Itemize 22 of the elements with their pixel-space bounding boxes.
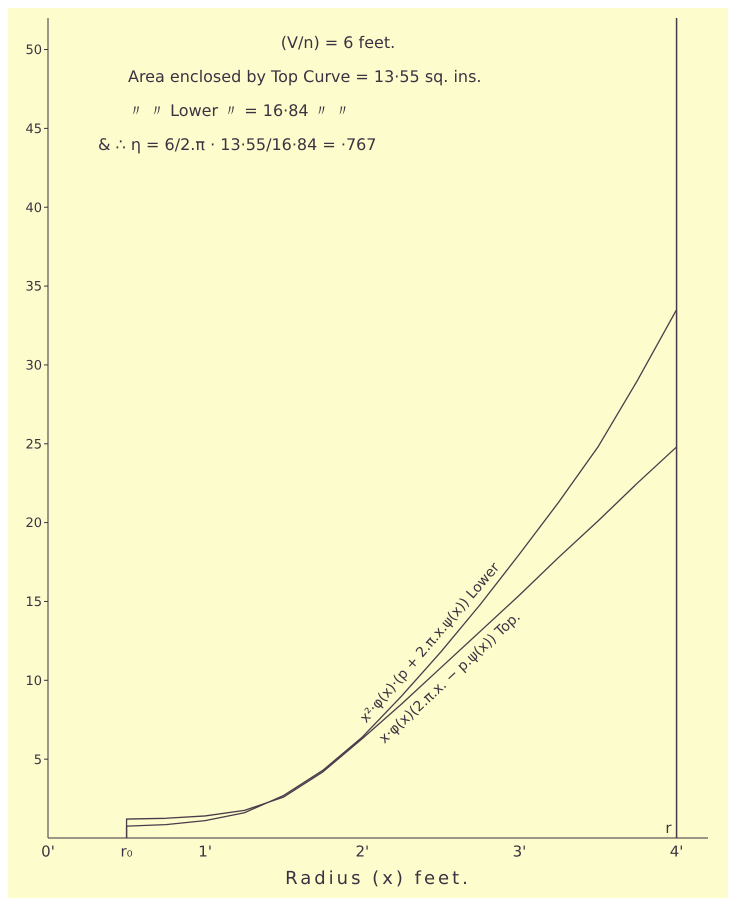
annotation: (V/n) = 6 feet.: [280, 32, 396, 54]
y-tick-label: 15: [25, 595, 42, 610]
x-tick-label: 1': [198, 842, 212, 861]
annotation: Area enclosed by Top Curve = 13·55 sq. ins.: [127, 66, 482, 88]
x-tick-label: 2': [355, 842, 370, 861]
x-tick-label: 3': [512, 842, 526, 861]
ref-line-label: r: [665, 819, 672, 837]
y-tick-label: 50: [25, 43, 42, 58]
annotation: & ∴ η = 6/2.π · 13·55/16·84 = ·767: [98, 134, 378, 156]
y-tick-label: 30: [25, 358, 42, 374]
y-tick-label: 5: [34, 752, 42, 768]
y-tick-label: 40: [25, 200, 42, 216]
annotation: 〃 〃 Lower 〃 = 16·84 〃 〃: [127, 100, 352, 122]
y-tick-label: 20: [25, 516, 42, 532]
y-tick-label: 45: [25, 122, 42, 137]
y-tick-label: 35: [25, 280, 42, 295]
x-tick-label: 4': [670, 842, 684, 861]
x-tick-label: 0': [41, 842, 55, 861]
y-tick-label: 10: [25, 674, 42, 689]
x-axis-title: Radius (x) feet.: [285, 868, 471, 889]
y-tick-label: 25: [25, 437, 42, 452]
x-tick-label: r₀: [120, 842, 133, 861]
